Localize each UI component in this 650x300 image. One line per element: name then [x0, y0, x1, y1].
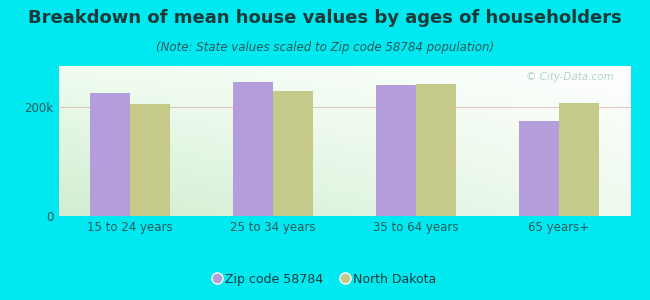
Text: © City-Data.com: © City-Data.com [526, 72, 614, 82]
Bar [559, 103, 599, 216]
Text: (Note: State values scaled to Zip code 58784 population): (Note: State values scaled to Zip code 5… [156, 40, 494, 53]
Bar [130, 104, 170, 216]
Bar [273, 91, 313, 216]
Bar [90, 93, 130, 216]
Bar [376, 85, 416, 216]
Bar [416, 84, 456, 216]
Legend: Zip code 58784, North Dakota: Zip code 58784, North Dakota [209, 268, 441, 291]
Bar [233, 82, 273, 216]
Text: Breakdown of mean house values by ages of householders: Breakdown of mean house values by ages o… [28, 9, 622, 27]
Bar [519, 121, 559, 216]
